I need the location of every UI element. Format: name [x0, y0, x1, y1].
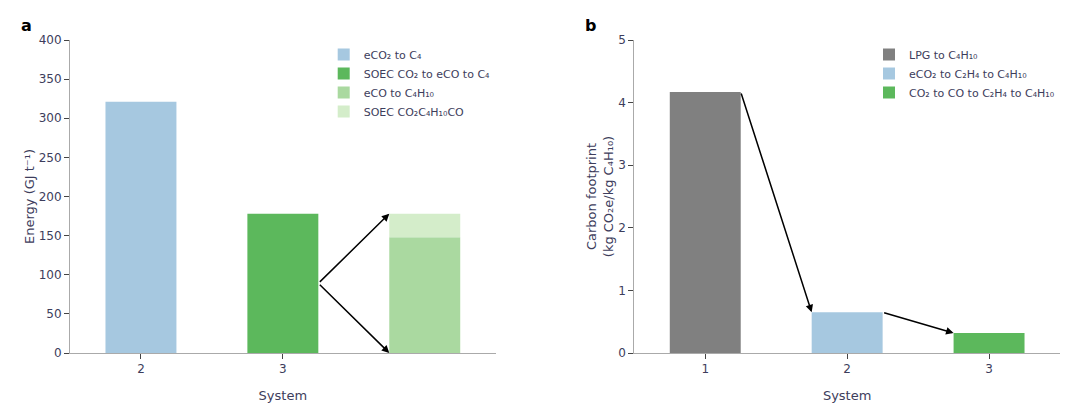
svg-text:250: 250 — [39, 151, 62, 165]
svg-text:eCO₂ to C₂H₄ to C₄H₁₀: eCO₂ to C₂H₄ to C₄H₁₀ — [909, 68, 1027, 81]
svg-text:50: 50 — [46, 307, 61, 321]
svg-text:1: 1 — [618, 284, 626, 298]
svg-text:CO₂ to CO to C₂H₄ to C₄H₁₀: CO₂ to CO to C₂H₄ to C₄H₁₀ — [909, 87, 1055, 100]
svg-text:2: 2 — [843, 362, 851, 376]
svg-text:Carbon footprint(kg CO₂e/kg C₄: Carbon footprint(kg CO₂e/kg C₄H₁₀) — [584, 136, 616, 257]
svg-text:b: b — [585, 16, 596, 35]
svg-text:350: 350 — [39, 72, 62, 86]
svg-text:0: 0 — [618, 346, 626, 360]
svg-text:SOEC CO₂ to eCO to C₄: SOEC CO₂ to eCO to C₄ — [364, 68, 490, 81]
svg-text:3: 3 — [985, 362, 993, 376]
svg-text:2: 2 — [618, 221, 626, 235]
svg-text:150: 150 — [39, 229, 62, 243]
svg-text:eCO to C₄H₁₀: eCO to C₄H₁₀ — [364, 87, 435, 100]
svg-text:1: 1 — [701, 362, 709, 376]
svg-text:a: a — [21, 16, 32, 35]
svg-text:0: 0 — [54, 346, 62, 360]
svg-text:System: System — [823, 388, 871, 403]
svg-text:4: 4 — [618, 96, 626, 110]
svg-text:200: 200 — [39, 190, 62, 204]
svg-text:300: 300 — [39, 111, 62, 125]
svg-text:eCO₂ to C₄: eCO₂ to C₄ — [364, 49, 422, 62]
svg-text:3: 3 — [279, 362, 287, 376]
svg-text:100: 100 — [39, 268, 62, 282]
svg-text:SOEC CO₂C₄H₁₀CO: SOEC CO₂C₄H₁₀CO — [364, 106, 464, 119]
svg-text:2: 2 — [137, 362, 145, 376]
svg-text:400: 400 — [39, 33, 62, 47]
svg-text:LPG to C₄H₁₀: LPG to C₄H₁₀ — [909, 49, 978, 62]
svg-text:5: 5 — [618, 33, 626, 47]
svg-text:Energy (GJ t⁻¹): Energy (GJ t⁻¹) — [22, 149, 37, 244]
svg-text:System: System — [259, 388, 307, 403]
svg-text:3: 3 — [618, 158, 626, 172]
